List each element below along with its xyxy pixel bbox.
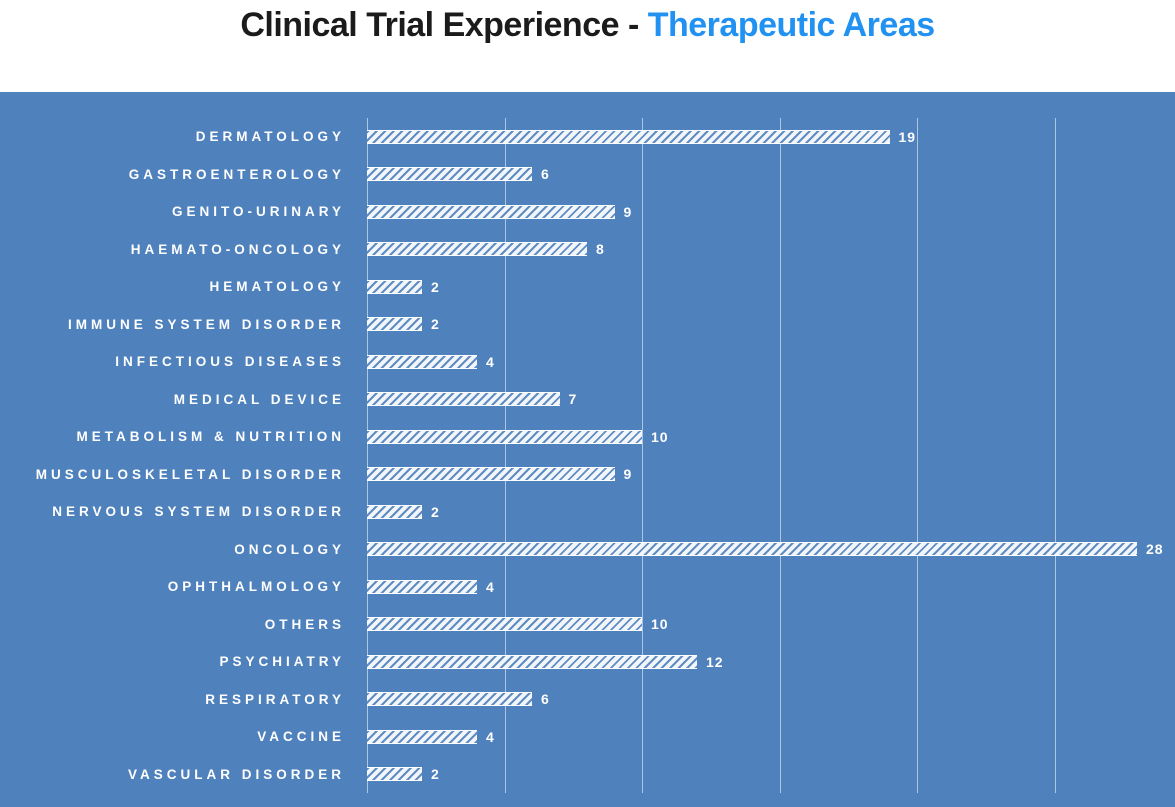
grid-line <box>917 118 918 793</box>
chart-row: NERVOUS SYSTEM DISORDER 2 <box>0 493 1175 531</box>
value-label: 10 <box>651 428 669 445</box>
bar <box>367 504 422 519</box>
category-label: MUSCULOSKELETAL DISORDER <box>35 466 345 482</box>
bar <box>367 429 642 444</box>
chart-row: OPHTHALMOLOGY 4 <box>0 568 1175 606</box>
grid-line <box>367 118 368 793</box>
chart-row: IMMUNE SYSTEM DISORDER 2 <box>0 306 1175 344</box>
value-label: 9 <box>623 466 633 483</box>
value-label: 4 <box>486 353 495 370</box>
bar <box>367 617 642 632</box>
value-label: 2 <box>431 503 440 520</box>
category-label: PSYCHIATRY <box>219 654 345 670</box>
category-label: RESPIRATORY <box>205 691 345 707</box>
value-label: 4 <box>486 578 495 595</box>
category-label: NERVOUS SYSTEM DISORDER <box>52 504 345 520</box>
chart-title: Clinical Trial Experience - Therapeutic … <box>0 0 1175 92</box>
category-label: HEMATOLOGY <box>209 279 345 295</box>
category-label: VASCULAR DISORDER <box>127 766 345 782</box>
bar <box>367 767 422 782</box>
value-label: 19 <box>898 128 917 145</box>
value-label: 6 <box>541 691 550 708</box>
bar <box>367 317 422 332</box>
grid-line <box>1054 118 1056 793</box>
value-label: 4 <box>486 728 495 745</box>
category-label: METABOLISM & NUTRITION <box>76 429 345 445</box>
chart-row: MEDICAL DEVICE 7 <box>0 381 1175 419</box>
chart-row: VACCINE 4 <box>0 718 1175 756</box>
category-label: MEDICAL DEVICE <box>173 391 345 407</box>
grid-line <box>504 118 506 793</box>
bar <box>367 467 615 482</box>
chart-row: HAEMATO-ONCOLOGY 8 <box>0 231 1175 269</box>
value-label: 2 <box>431 316 440 333</box>
bar <box>367 167 532 182</box>
bar <box>367 542 1137 557</box>
chart-row: OTHERS 10 <box>0 606 1175 644</box>
bar <box>367 129 890 144</box>
bar <box>367 392 560 407</box>
chart-row: PSYCHIATRY 12 <box>0 643 1175 681</box>
bar <box>367 692 532 707</box>
chart-row: MUSCULOSKELETAL DISORDER 9 <box>0 456 1175 494</box>
chart-row: VASCULAR DISORDER 2 <box>0 756 1175 794</box>
category-label: ONCOLOGY <box>234 541 345 557</box>
category-label: IMMUNE SYSTEM DISORDER <box>67 316 345 332</box>
value-label: 7 <box>568 391 578 408</box>
category-label: INFECTIOUS DISEASES <box>115 354 345 370</box>
category-label: GENITO-URINARY <box>171 204 345 220</box>
chart-row: GENITO-URINARY 9 <box>0 193 1175 231</box>
value-label: 2 <box>431 278 440 295</box>
chart-title-main: Clinical Trial Experience - <box>240 6 648 44</box>
value-label: 10 <box>651 616 669 633</box>
chart-row: METABOLISM & NUTRITION 10 <box>0 418 1175 456</box>
bar <box>367 204 615 219</box>
value-label: 28 <box>1146 541 1164 558</box>
bar-rows: DERMATOLOGY 19 GASTROENTEROLOGY 6 GENITO-URI… <box>0 118 1175 793</box>
value-label: 9 <box>623 203 633 220</box>
chart-row: GASTROENTEROLOGY 6 <box>0 156 1175 194</box>
value-label: 2 <box>431 766 440 783</box>
plot-area: DERMATOLOGY 19 GASTROENTEROLOGY 6 GENITO-URI… <box>0 92 1175 807</box>
bar <box>367 654 697 669</box>
bar <box>367 729 477 744</box>
value-label: 6 <box>541 166 550 183</box>
grid-line <box>779 118 781 793</box>
category-label: GASTROENTEROLOGY <box>128 166 345 182</box>
chart-row: HEMATOLOGY 2 <box>0 268 1175 306</box>
category-label: OPHTHALMOLOGY <box>167 579 345 595</box>
chart-row: RESPIRATORY 6 <box>0 681 1175 719</box>
grid-line <box>642 118 643 793</box>
bar <box>367 242 587 257</box>
value-label: 8 <box>596 241 605 258</box>
category-label: HAEMATO-ONCOLOGY <box>130 241 345 257</box>
bar <box>367 579 477 594</box>
bar <box>367 354 477 369</box>
chart-row: ONCOLOGY 28 <box>0 531 1175 569</box>
category-label: OTHERS <box>264 616 345 632</box>
category-label: VACCINE <box>257 729 345 745</box>
chart-row: INFECTIOUS DISEASES 4 <box>0 343 1175 381</box>
value-label: 12 <box>706 653 724 670</box>
chart-row: DERMATOLOGY 19 <box>0 118 1175 156</box>
bar <box>367 279 422 294</box>
category-label: DERMATOLOGY <box>195 129 345 145</box>
chart-title-accent: Therapeutic Areas <box>647 6 935 44</box>
